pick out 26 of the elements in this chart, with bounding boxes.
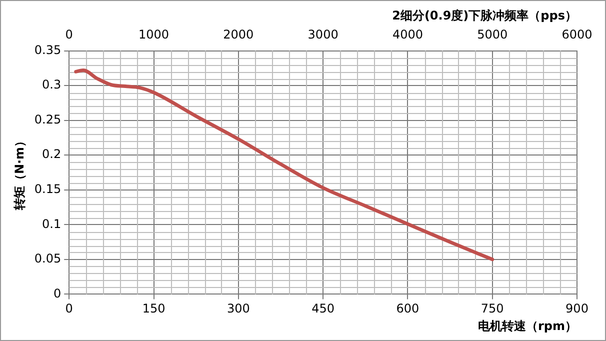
y-tick-label: 0 bbox=[53, 286, 62, 300]
x-tick-label: 600 bbox=[396, 302, 420, 316]
x-tick-label: 900 bbox=[566, 302, 588, 316]
x2-tick-label: 2000 bbox=[223, 28, 254, 42]
x2-tick-label: 5000 bbox=[477, 28, 508, 42]
y-tick-label: 0.35 bbox=[34, 42, 62, 57]
x2-tick-label: 1000 bbox=[138, 28, 170, 42]
x2-axis-title: 2细分(0.9度)下脉冲频率（pps） bbox=[392, 8, 577, 22]
line-series bbox=[74, 68, 494, 262]
x2-tick-label: 6000 bbox=[562, 28, 592, 42]
x2-tick-label: 0 bbox=[65, 28, 73, 42]
x-axis-title: 电机转速（rpm） bbox=[478, 318, 577, 333]
x2-tick-label: 4000 bbox=[392, 28, 423, 42]
x-tick-label: 450 bbox=[312, 302, 335, 316]
x2-tick-label: 3000 bbox=[308, 28, 338, 42]
y-tick-label: 0.1 bbox=[42, 216, 62, 231]
y-tick-label: 0.15 bbox=[34, 182, 62, 196]
x-tick-label: 150 bbox=[142, 302, 166, 316]
x-tick-label: 300 bbox=[226, 302, 250, 316]
y-tick-label: 0.3 bbox=[42, 78, 62, 92]
y-tick-label: 0.2 bbox=[42, 147, 62, 162]
y-tick-label: 0.25 bbox=[34, 112, 62, 126]
x-tick-label: 750 bbox=[480, 302, 504, 316]
y-axis-title: 转矩（N·m） bbox=[12, 134, 26, 212]
x-tick-label: 0 bbox=[65, 302, 73, 316]
y-tick-label: 0.05 bbox=[34, 252, 62, 266]
